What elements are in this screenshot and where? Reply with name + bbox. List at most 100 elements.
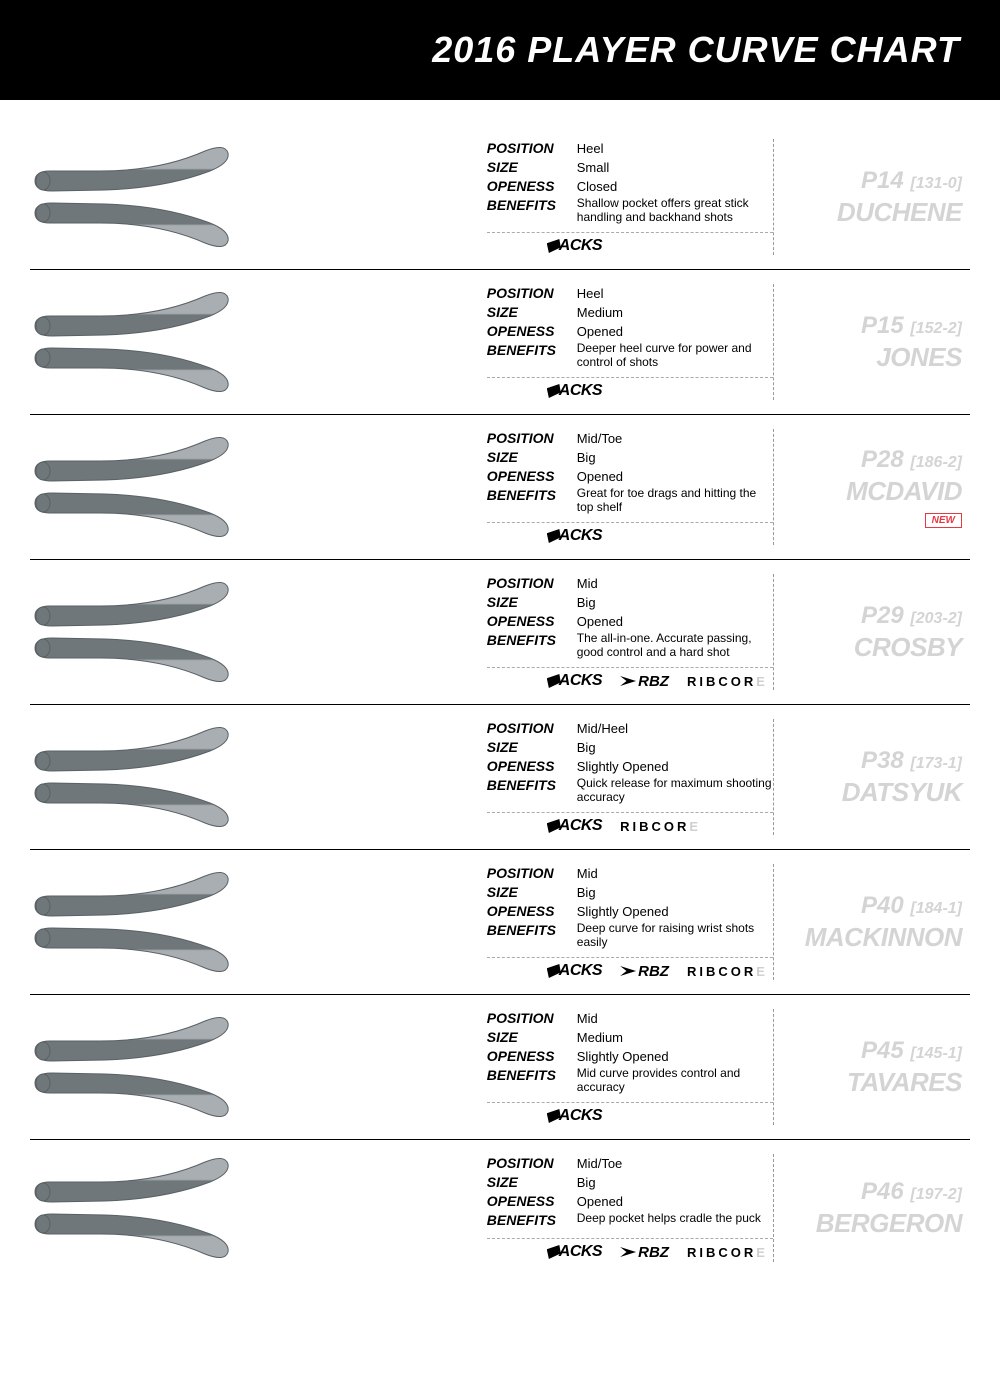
blade-column [30, 719, 257, 835]
value-benefits: Great for toe drags and hitting the top … [577, 486, 773, 514]
label-benefits: BENEFITS [487, 486, 577, 505]
blade-icon [30, 346, 230, 396]
value-size: Big [577, 738, 773, 757]
curve-row: POSITION SIZE OPENESS BENEFITS Mid/Toe B… [30, 415, 970, 560]
curve-row: POSITION SIZE OPENESS BENEFITS Heel Smal… [30, 125, 970, 270]
label-position: POSITION [487, 1154, 577, 1173]
value-benefits: The all-in-one. Accurate passing, good c… [577, 631, 773, 659]
brand-tacks: ACKS [547, 527, 602, 545]
blade-column [30, 139, 257, 255]
name-column: P29 [203-2] CROSBY [773, 574, 970, 690]
brand-tacks: ACKS [547, 1107, 602, 1125]
value-benefits: Mid curve provides control and accuracy [577, 1066, 773, 1094]
name-column: P14 [131-0] DUCHENE [773, 139, 970, 255]
value-size: Big [577, 883, 773, 902]
spec-column: POSITION SIZE OPENESS BENEFITS Mid Big S… [257, 864, 773, 980]
blade-icon [30, 636, 230, 686]
blade-icon [30, 143, 230, 193]
blade-column [30, 429, 257, 545]
player-name: CROSBY [854, 632, 962, 663]
brand-ribcor: RIBCORE [687, 674, 768, 689]
spec-column: POSITION SIZE OPENESS BENEFITS Heel Smal… [257, 139, 773, 255]
curve-code: P28 [186-2] [861, 446, 962, 474]
curve-row: POSITION SIZE OPENESS BENEFITS Mid Mediu… [30, 995, 970, 1140]
value-benefits: Deeper heel curve for power and control … [577, 341, 773, 369]
value-position: Mid/Toe [577, 1154, 773, 1173]
player-name: DATSYUK [842, 777, 962, 808]
brand-row: ACKS [487, 1107, 773, 1125]
value-position: Mid/Toe [577, 429, 773, 448]
brand-row: ACKSRBZRIBCORE [487, 962, 773, 980]
curve-code: P14 [131-0] [861, 167, 962, 195]
spec-column: POSITION SIZE OPENESS BENEFITS Mid/Toe B… [257, 1154, 773, 1262]
brand-row: ACKS [487, 237, 773, 255]
brand-row: ACKSRBZRIBCORE [487, 1243, 773, 1261]
brand-tacks: ACKS [547, 672, 602, 690]
header-bar: 2016 PLAYER CURVE CHART [0, 0, 1000, 100]
value-openess: Opened [577, 612, 773, 631]
label-openess: OPENESS [487, 757, 577, 776]
player-name: DUCHENE [837, 197, 962, 228]
label-openess: OPENESS [487, 1047, 577, 1066]
player-name: MACKINNON [805, 922, 962, 953]
brand-tacks: ACKS [547, 962, 602, 980]
value-openess: Opened [577, 467, 773, 486]
label-benefits: BENEFITS [487, 631, 577, 650]
label-benefits: BENEFITS [487, 921, 577, 940]
value-position: Mid [577, 864, 773, 883]
brand-ribcor: RIBCORE [687, 964, 768, 979]
value-openess: Slightly Opened [577, 1047, 773, 1066]
value-openess: Slightly Opened [577, 902, 773, 921]
blade-column [30, 1009, 257, 1125]
value-size: Big [577, 1173, 773, 1192]
label-size: SIZE [487, 593, 577, 612]
label-position: POSITION [487, 284, 577, 303]
curve-row: POSITION SIZE OPENESS BENEFITS Mid Big S… [30, 850, 970, 995]
player-name: BERGERON [816, 1208, 962, 1239]
blade-icon [30, 1154, 230, 1204]
label-position: POSITION [487, 139, 577, 158]
label-openess: OPENESS [487, 322, 577, 341]
name-column: P46 [197-2] BERGERON [773, 1154, 970, 1262]
brand-tacks: ACKS [547, 817, 602, 835]
brand-row: ACKSRIBCORE [487, 817, 773, 835]
label-position: POSITION [487, 429, 577, 448]
name-column: P45 [145-1] TAVARES [773, 1009, 970, 1125]
value-size: Medium [577, 1028, 773, 1047]
spec-column: POSITION SIZE OPENESS BENEFITS Mid Big O… [257, 574, 773, 690]
value-size: Big [577, 448, 773, 467]
value-benefits: Quick release for maximum shooting accur… [577, 776, 773, 804]
blade-icon [30, 868, 230, 918]
label-benefits: BENEFITS [487, 1211, 577, 1230]
spec-column: POSITION SIZE OPENESS BENEFITS Mid/Toe B… [257, 429, 773, 545]
label-openess: OPENESS [487, 177, 577, 196]
brand-row: ACKSRBZRIBCORE [487, 672, 773, 690]
curve-row: POSITION SIZE OPENESS BENEFITS Heel Medi… [30, 270, 970, 415]
blade-column [30, 284, 257, 400]
name-column: P40 [184-1] MACKINNON [773, 864, 970, 980]
value-openess: Opened [577, 322, 773, 341]
label-size: SIZE [487, 303, 577, 322]
label-position: POSITION [487, 719, 577, 738]
name-column: P15 [152-2] JONES [773, 284, 970, 400]
curve-row: POSITION SIZE OPENESS BENEFITS Mid/Toe B… [30, 1140, 970, 1276]
brand-tacks: ACKS [547, 237, 602, 255]
value-size: Medium [577, 303, 773, 322]
value-benefits: Deep pocket helps cradle the puck [577, 1211, 773, 1225]
label-size: SIZE [487, 1028, 577, 1047]
value-openess: Opened [577, 1192, 773, 1211]
brand-row: ACKS [487, 382, 773, 400]
new-badge: NEW [925, 513, 962, 528]
value-openess: Closed [577, 177, 773, 196]
curve-code: P38 [173-1] [861, 747, 962, 775]
spec-column: POSITION SIZE OPENESS BENEFITS Heel Medi… [257, 284, 773, 400]
blade-icon [30, 288, 230, 338]
value-position: Heel [577, 284, 773, 303]
blade-icon [30, 201, 230, 251]
value-position: Mid [577, 1009, 773, 1028]
label-size: SIZE [487, 883, 577, 902]
value-position: Mid/Heel [577, 719, 773, 738]
blade-icon [30, 1013, 230, 1063]
label-openess: OPENESS [487, 467, 577, 486]
label-position: POSITION [487, 574, 577, 593]
